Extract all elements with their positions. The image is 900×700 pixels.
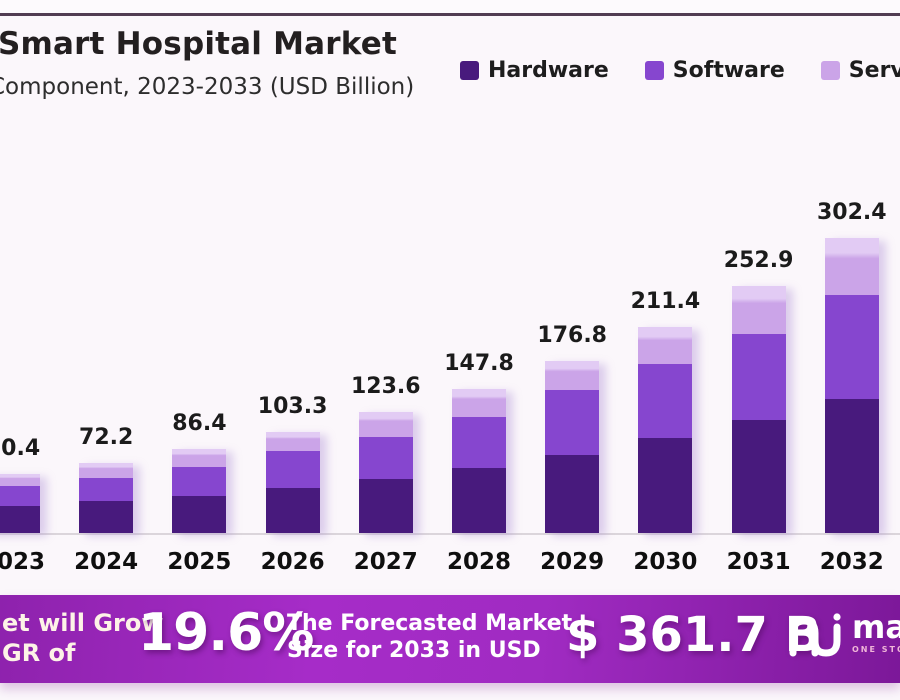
- logo-text-block: mar ONE STOP SH: [852, 611, 900, 654]
- bar-segment-software-2023: [0, 486, 40, 507]
- brand-logo: mar ONE STOP SH: [788, 611, 900, 659]
- bar-2032: [824, 238, 879, 533]
- bar-total-label-2031: 252.9: [723, 248, 794, 274]
- bar-segment-hardware-2031: [731, 419, 786, 533]
- bar-segment-software-2031: [731, 333, 786, 420]
- bar-segment-software-2027: [358, 436, 413, 479]
- banner-left-text-line2: GR of: [2, 639, 76, 667]
- cagr-value: 19.6%: [138, 603, 314, 663]
- bar-segment-software-2030: [638, 363, 693, 438]
- legend: Hardware Software Services: [460, 58, 900, 83]
- hardware-swatch-icon: [460, 61, 479, 80]
- legend-label-services: Services: [848, 58, 900, 83]
- bottom-banner: et will Grow GR of 19.6% The Forecasted …: [0, 595, 900, 683]
- bar-2023: [0, 474, 40, 533]
- bar-segment-hardware-2024: [79, 501, 134, 533]
- legend-label-hardware: Hardware: [488, 58, 609, 83]
- bar-segment-services-2029: [545, 360, 600, 390]
- bar-total-label-2026: 103.3: [257, 394, 328, 420]
- bar-2031: [731, 286, 786, 533]
- legend-item-services: Services: [820, 58, 900, 83]
- bar-segment-services-2025: [172, 448, 227, 467]
- x-axis-line: [0, 533, 900, 535]
- bar-segment-hardware-2028: [452, 468, 506, 533]
- bar-2030: [638, 326, 693, 533]
- services-swatch-icon: [820, 61, 840, 80]
- forecast-value: $ 361.7 B: [566, 607, 822, 663]
- bar-segment-services-2030: [638, 326, 693, 364]
- x-tick-label-2027: 2027: [353, 549, 418, 575]
- legend-label-software: Software: [672, 58, 785, 83]
- bar-segment-hardware-2029: [545, 455, 600, 533]
- top-strip: [0, 0, 900, 13]
- bar-segment-services-2027: [358, 412, 413, 437]
- page-subtitle: Component, 2023-2033 (USD Billion): [0, 74, 415, 100]
- bar-segment-hardware-2025: [172, 496, 227, 533]
- bar-segment-hardware-2032: [824, 399, 879, 533]
- x-tick-label-2031: 2031: [726, 549, 791, 575]
- bar-total-label-2024: 72.2: [79, 424, 134, 450]
- x-tick-label-2026: 2026: [260, 549, 325, 575]
- bar-total-label-2029: 176.8: [537, 322, 607, 348]
- bar-total-label-2028: 147.8: [444, 350, 514, 376]
- bar-segment-software-2024: [79, 477, 134, 502]
- forecast-caption-line1: The Forecasted Market: [287, 611, 573, 636]
- forecast-caption-line2: Size for 2033 in USD: [287, 638, 541, 663]
- software-swatch-icon: [644, 61, 664, 80]
- bar-segment-services-2026: [265, 432, 320, 452]
- logo-name: mar: [852, 608, 900, 646]
- bar-2028: [452, 388, 506, 533]
- bar-total-label-2023: 60.4: [0, 436, 41, 462]
- bar-segment-hardware-2026: [265, 487, 320, 533]
- bar-2029: [545, 360, 600, 533]
- x-tick-label-2032: 2032: [819, 549, 884, 575]
- bar-segment-software-2029: [545, 390, 600, 455]
- logo-tagline: ONE STOP SH: [852, 645, 900, 654]
- bar-2024: [79, 462, 134, 533]
- bar-segment-hardware-2027: [358, 478, 413, 533]
- bar-2026: [265, 432, 320, 533]
- bar-segment-services-2031: [731, 286, 786, 334]
- x-tick-label-2023: 2023: [0, 549, 45, 575]
- logo-mark-icon: [789, 613, 841, 657]
- x-tick-label-2024: 2024: [74, 549, 139, 575]
- bar-2027: [358, 412, 413, 533]
- forecast-caption: The Forecasted Market Size for 2033 in U…: [287, 610, 572, 664]
- bar-segment-hardware-2023: [0, 506, 40, 533]
- x-tick-label-2030: 2030: [633, 549, 698, 575]
- bar-segment-software-2028: [452, 417, 506, 469]
- page-title: Smart Hospital Market: [0, 26, 397, 62]
- bar-total-label-2027: 123.6: [351, 374, 421, 400]
- bar-segment-software-2032: [824, 294, 879, 400]
- x-tick-label-2029: 2029: [540, 549, 605, 575]
- x-tick-label-2028: 2028: [446, 549, 511, 575]
- bar-segment-software-2026: [265, 451, 320, 488]
- legend-item-software: Software: [644, 58, 785, 83]
- bar-segment-software-2025: [172, 466, 227, 497]
- bar-2025: [172, 448, 227, 533]
- bar-segment-hardware-2030: [638, 437, 693, 533]
- bar-segment-services-2028: [452, 388, 506, 418]
- bar-total-label-2030: 211.4: [630, 288, 701, 314]
- bar-segment-services-2032: [824, 238, 879, 295]
- banner-left-text-line1: et will Grow: [2, 609, 164, 637]
- bar-total-label-2032: 302.4: [817, 200, 887, 225]
- bar-segment-services-2024: [79, 462, 134, 478]
- bar-segment-services-2023: [0, 474, 40, 487]
- bar-total-label-2025: 86.4: [172, 410, 227, 436]
- x-tick-label-2025: 2025: [167, 549, 232, 575]
- legend-item-hardware: Hardware: [460, 58, 609, 83]
- top-border-line: [0, 13, 900, 16]
